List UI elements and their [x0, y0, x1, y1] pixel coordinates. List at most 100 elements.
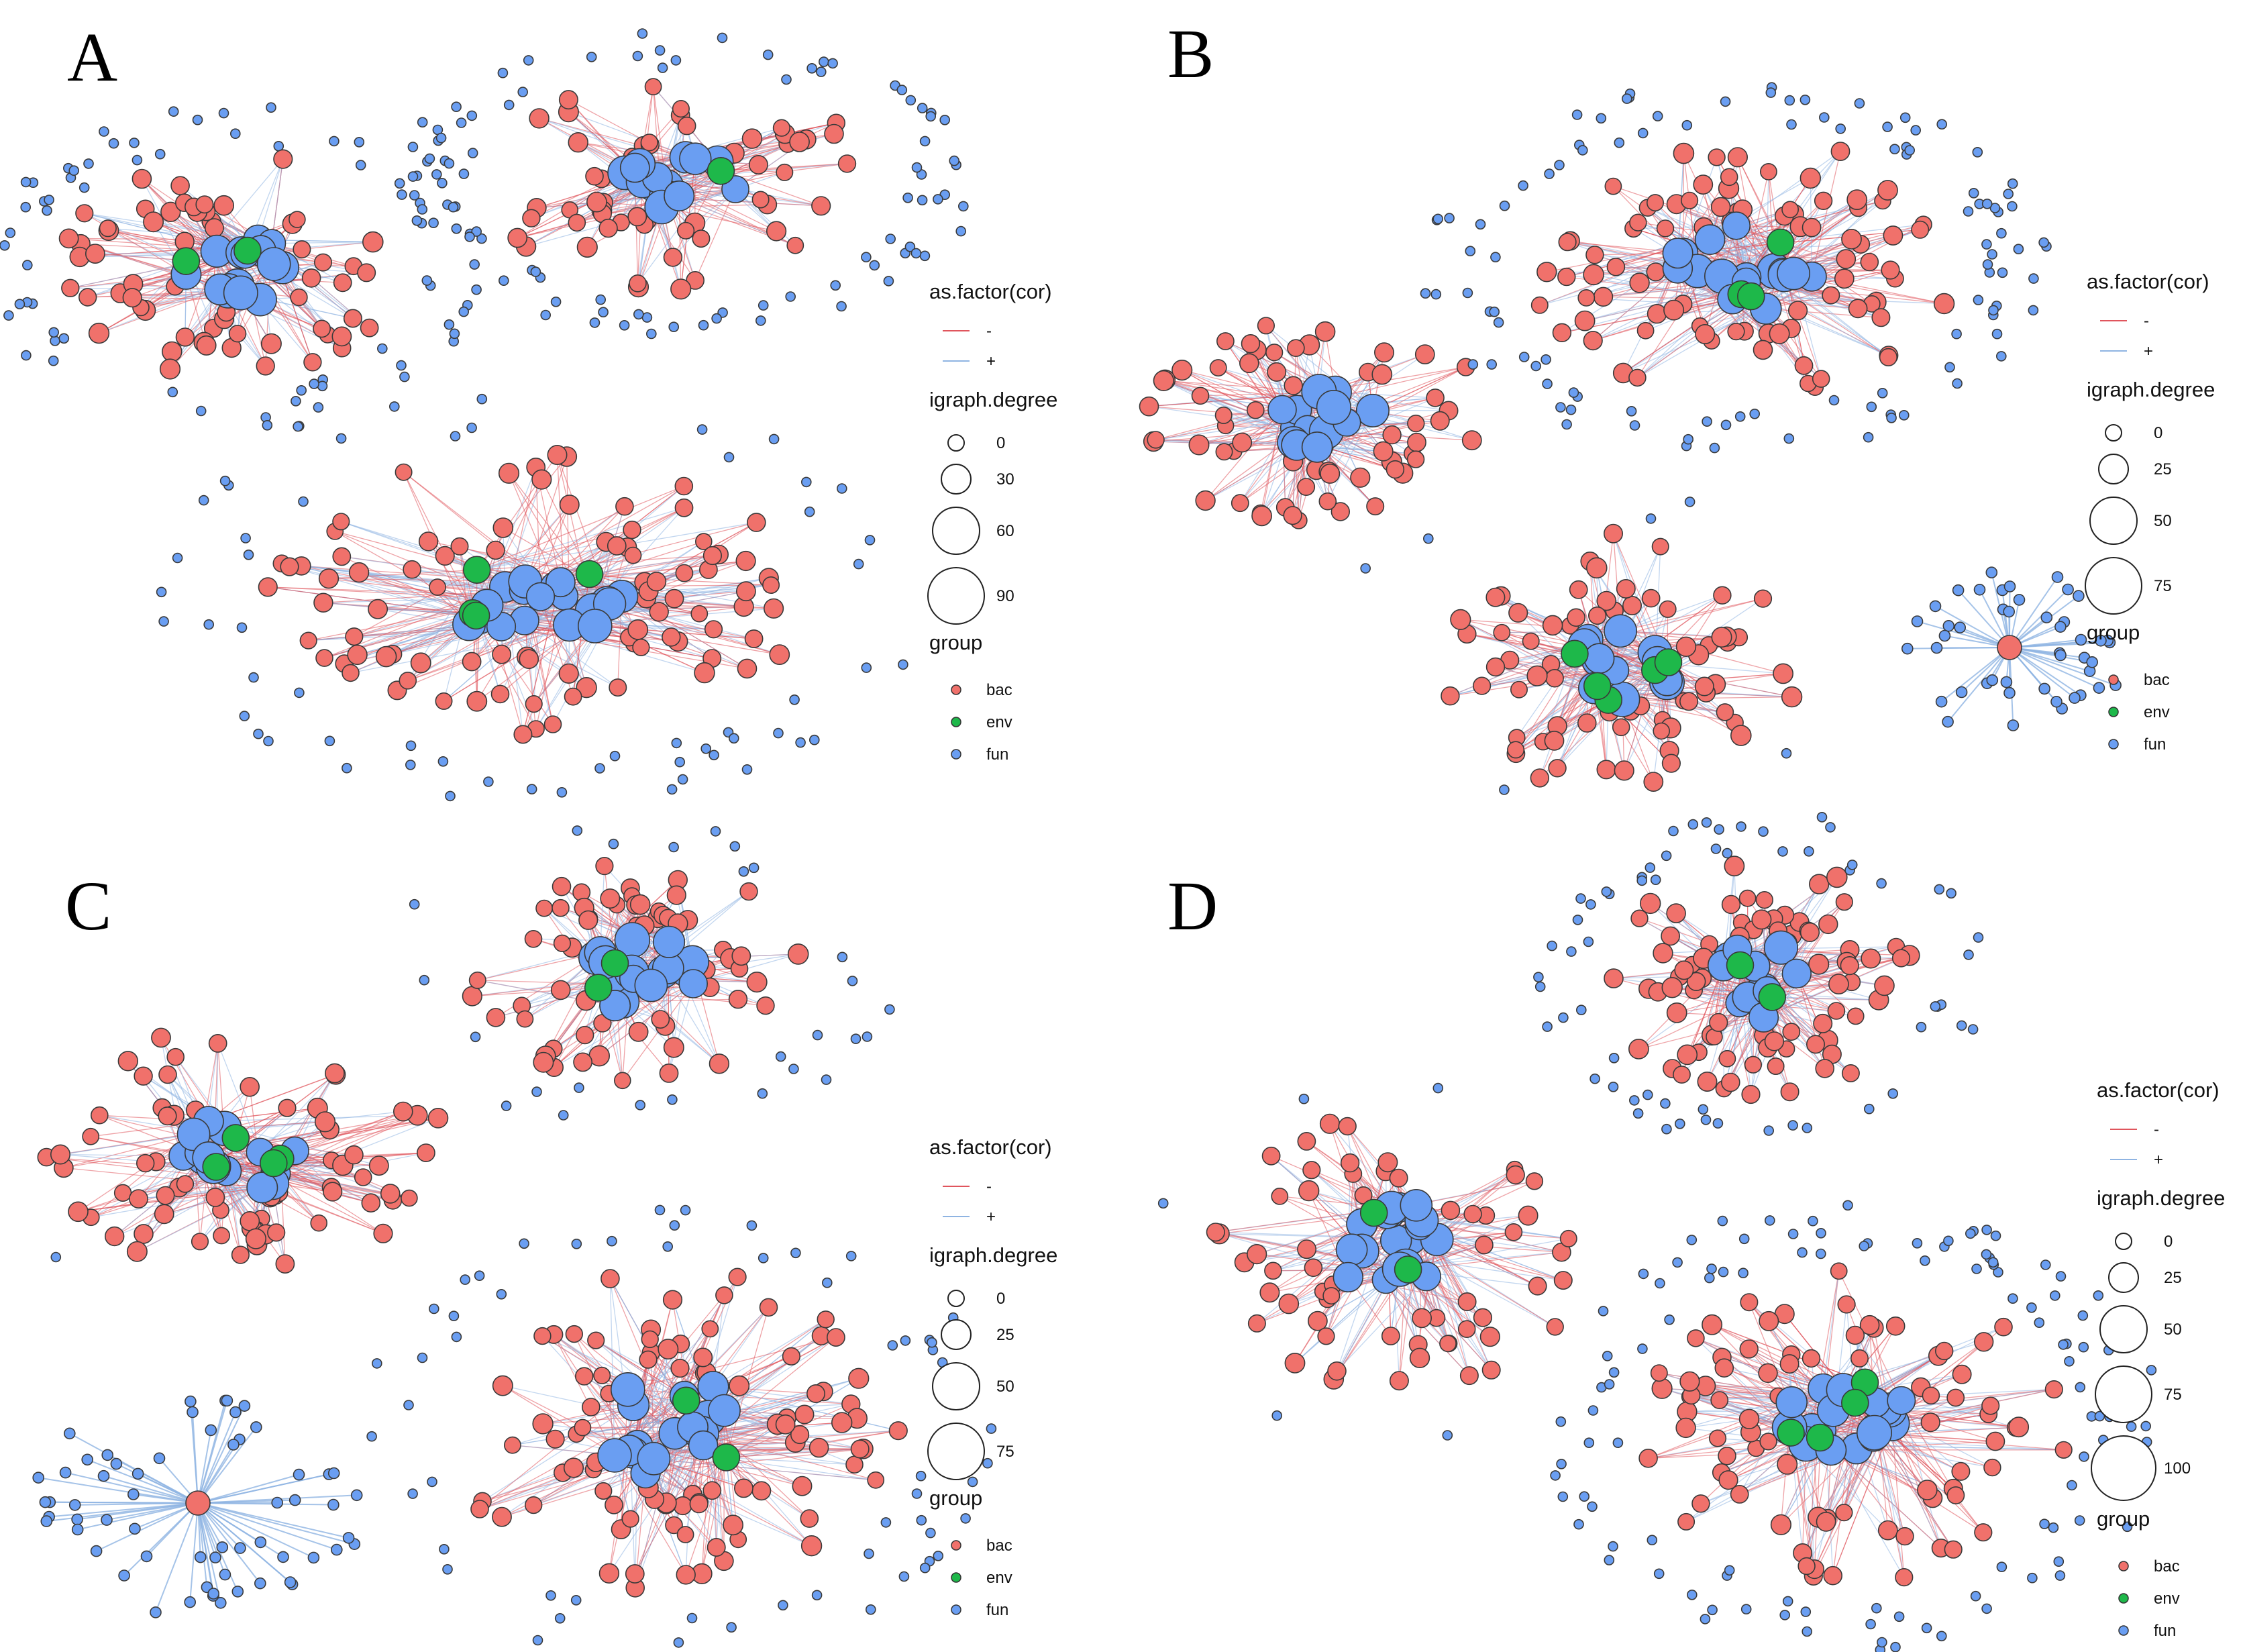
node-bac	[91, 1106, 109, 1125]
node-bac	[1366, 497, 1385, 516]
node-bac	[1569, 580, 1588, 599]
node-bac	[649, 602, 669, 622]
node-fun	[405, 740, 417, 752]
node-bac	[1525, 1172, 1544, 1190]
node-fun	[168, 106, 179, 117]
node-bac	[1493, 623, 1511, 641]
node-bac	[159, 358, 181, 380]
legend-neg-label: -	[986, 1178, 992, 1196]
node-env	[584, 974, 613, 1002]
node-bac	[507, 227, 528, 248]
node-bac	[786, 236, 804, 254]
edge-positive	[70, 287, 221, 290]
node-fun	[388, 401, 400, 412]
node-fun	[503, 99, 515, 111]
node-env	[1654, 648, 1683, 676]
node-bac	[204, 218, 224, 238]
node-fun	[451, 101, 462, 112]
node-fun	[1929, 600, 1942, 613]
node-fun	[540, 309, 552, 321]
node-fun	[424, 153, 435, 164]
node-fun	[153, 1452, 166, 1465]
node-fun	[2075, 633, 2087, 646]
node-fun	[79, 182, 90, 193]
node-bac	[775, 1414, 796, 1435]
node-bac	[1147, 431, 1165, 449]
node-bac	[1264, 1261, 1282, 1280]
node-fun	[789, 694, 800, 705]
node-fun	[915, 1470, 927, 1482]
node-bac	[1314, 321, 1336, 342]
node-bac	[1883, 225, 1903, 246]
node-fun	[1645, 513, 1657, 524]
node-bac	[1710, 197, 1731, 217]
edge-positive	[1155, 439, 1297, 446]
node-fun	[668, 841, 679, 853]
node-bac	[808, 1437, 829, 1458]
node-fun	[172, 552, 183, 564]
node-fun	[967, 1476, 978, 1488]
node-fun	[2069, 692, 2081, 704]
node-fun	[409, 190, 420, 201]
edge-negative	[241, 252, 313, 363]
node-bac	[1265, 344, 1284, 362]
node-bac	[1504, 1223, 1523, 1241]
node-fun	[396, 360, 407, 371]
node-fun	[1596, 113, 1607, 124]
node-fun	[884, 1004, 895, 1015]
node-bac	[1567, 608, 1585, 627]
node-bac	[1593, 287, 1614, 307]
legend-cor-title: as.factor(cor)	[929, 280, 1052, 303]
legend-group-swatch	[951, 1540, 961, 1551]
node-bac	[576, 676, 597, 699]
node-bac	[817, 1310, 835, 1329]
node-bac	[117, 1051, 139, 1072]
edge-positive	[271, 241, 373, 244]
legend-degree-circle	[941, 1319, 972, 1350]
node-fun	[927, 1337, 937, 1348]
node-bac	[1214, 406, 1233, 424]
node-bac	[50, 1144, 71, 1165]
node-fun	[700, 743, 711, 754]
node-fun	[1749, 408, 1760, 419]
node-bac	[498, 462, 520, 484]
node-fun	[864, 535, 876, 546]
node-fun	[1985, 566, 1998, 579]
node-fun	[634, 968, 668, 1002]
node-fun	[1899, 112, 1911, 123]
node-fun	[355, 160, 366, 170]
node-bac	[1653, 722, 1670, 740]
node-bac	[670, 278, 692, 300]
node-bac	[747, 513, 766, 532]
node-bac	[1297, 478, 1316, 497]
node-env	[462, 601, 490, 630]
node-bac	[1753, 589, 1773, 608]
node-bac	[1331, 502, 1351, 521]
node-fun	[296, 384, 307, 396]
node-fun	[253, 728, 264, 739]
node-bac	[99, 219, 117, 238]
node-bac	[1673, 142, 1695, 164]
node-bac	[78, 288, 97, 307]
node-fun	[919, 136, 931, 147]
node-fun	[460, 1274, 471, 1285]
node-bac	[800, 1509, 819, 1528]
node-bac	[670, 1358, 690, 1378]
node-bac	[490, 684, 510, 704]
node-bac	[1530, 768, 1550, 788]
node-bac	[1822, 286, 1840, 305]
node-bac	[1720, 168, 1738, 187]
node-bac	[1382, 425, 1402, 445]
node-bac	[345, 627, 364, 646]
node-fun	[608, 838, 619, 849]
node-fun	[673, 1637, 684, 1648]
node-bac	[565, 1325, 583, 1343]
node-bac	[429, 578, 447, 596]
node-fun	[532, 1635, 543, 1646]
node-fun	[1544, 168, 1555, 179]
node-env	[1737, 282, 1765, 311]
node-fun	[519, 1238, 529, 1249]
legend-degree-value: 75	[996, 1443, 1014, 1461]
node-bac	[533, 1051, 554, 1073]
edge-positive	[525, 506, 625, 582]
